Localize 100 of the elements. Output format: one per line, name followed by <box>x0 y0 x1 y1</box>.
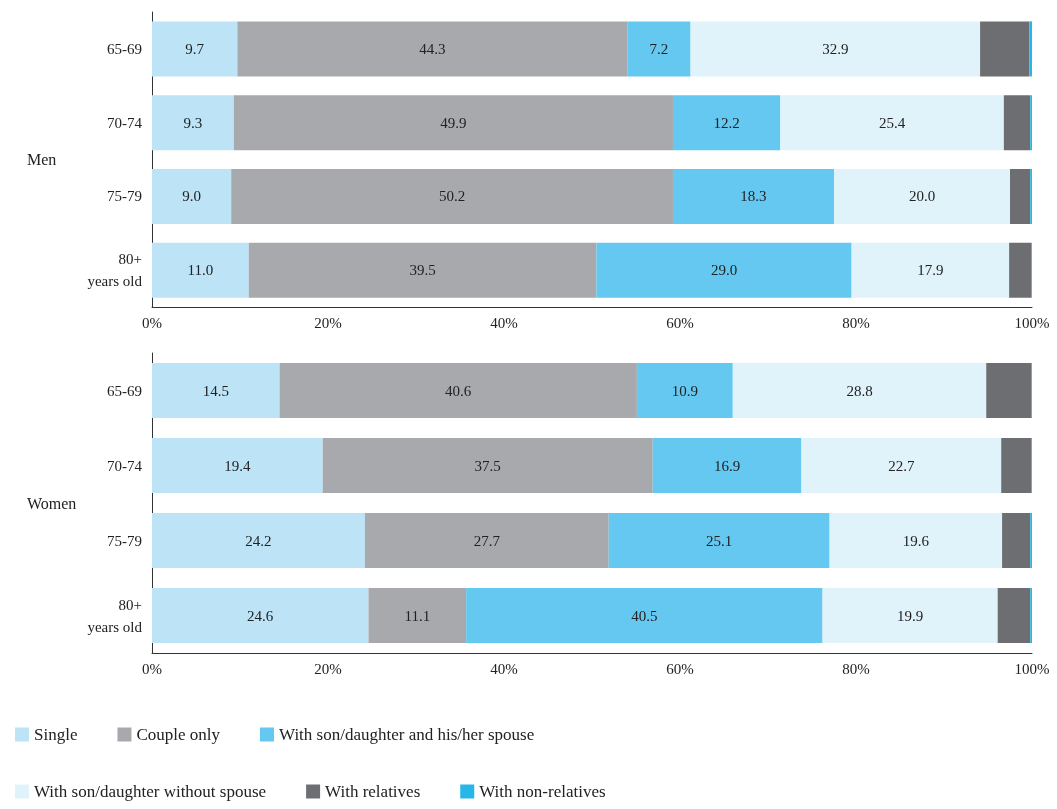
bar <box>829 513 1003 568</box>
bar <box>1009 242 1032 298</box>
bar <box>608 513 830 568</box>
bar <box>1001 438 1032 493</box>
bar <box>652 438 802 493</box>
bar <box>1010 168 1031 224</box>
bar <box>152 513 365 568</box>
data-label: 20.0 <box>908 188 936 205</box>
data-label: 25.1 <box>706 532 733 549</box>
y-tick-label: 70-74 <box>107 114 143 131</box>
x-tick-label: 40% <box>490 314 518 331</box>
bar <box>596 242 852 298</box>
x-tick-label: 0% <box>142 660 162 677</box>
x-tick-label: 20% <box>314 660 342 677</box>
bar <box>732 363 987 418</box>
data-label: 50.2 <box>438 188 466 205</box>
data-label: 9.3 <box>183 114 203 131</box>
bar <box>986 363 1032 418</box>
x-tick-label: 80% <box>842 314 870 331</box>
x-tick-label: 20% <box>314 314 342 331</box>
bar <box>152 21 238 77</box>
data-label: 9.0 <box>182 188 201 205</box>
x-tick-label: 60% <box>666 660 694 677</box>
data-label: 16.9 <box>713 457 741 474</box>
legend-label: Single <box>34 725 78 744</box>
data-label: 24.6 <box>247 607 274 624</box>
bar <box>237 21 628 77</box>
legend-label: With non-relatives <box>479 782 606 801</box>
bar <box>364 513 609 568</box>
bar <box>997 588 1031 643</box>
data-label: 25.4 <box>878 114 906 131</box>
bar <box>231 168 673 224</box>
data-label: 29.0 <box>710 262 738 279</box>
bar <box>801 438 1002 493</box>
data-label: 11.1 <box>404 607 431 624</box>
bar <box>152 363 280 418</box>
bar <box>279 363 637 418</box>
data-label: 19.6 <box>902 532 930 549</box>
data-label: 14.5 <box>202 382 229 399</box>
bar <box>672 95 781 151</box>
bar <box>152 438 323 493</box>
data-label: 44.3 <box>419 40 446 57</box>
legend-label: With son/daughter and his/her spouse <box>279 725 535 744</box>
data-label: 39.5 <box>409 262 436 279</box>
bar <box>822 588 998 643</box>
bar <box>152 168 232 224</box>
bar <box>233 95 673 151</box>
data-label: 32.9 <box>822 40 849 57</box>
x-tick-label: 0% <box>142 314 162 331</box>
data-label: 18.3 <box>740 188 767 205</box>
bar <box>1003 95 1031 151</box>
data-label: 49.9 <box>440 114 467 131</box>
x-tick-label: 40% <box>490 660 518 677</box>
y-tick-label: 75-79 <box>107 188 142 205</box>
legend-label: With son/daughter without spouse <box>34 782 267 801</box>
bar <box>368 588 467 643</box>
bar <box>152 95 234 151</box>
data-label: 40.6 <box>445 382 472 399</box>
bar <box>322 438 653 493</box>
data-label: 19.4 <box>224 457 251 474</box>
bar <box>152 242 249 298</box>
bar <box>636 363 733 418</box>
data-label: 12.2 <box>713 114 740 131</box>
bar <box>672 168 834 224</box>
x-tick-label: 100% <box>1014 660 1050 677</box>
y-tick-label: 70-74 <box>107 457 143 474</box>
y-tick-label: 75-79 <box>107 532 142 549</box>
bar <box>780 95 1004 151</box>
data-label: 10.9 <box>671 382 698 399</box>
bar <box>834 168 1010 224</box>
data-label: 19.9 <box>896 607 924 624</box>
bar <box>851 242 1010 298</box>
legend-label: With relatives <box>325 782 421 801</box>
x-tick-label: 60% <box>666 314 694 331</box>
data-label: 7.2 <box>649 40 669 57</box>
data-label: 24.2 <box>245 532 272 549</box>
data-label: 40.5 <box>631 607 658 624</box>
y-tick-label: 65-69 <box>107 382 142 399</box>
y-axis-title: Men <box>27 151 57 168</box>
bar <box>627 21 691 77</box>
bar <box>980 21 1030 77</box>
data-label: 27.7 <box>473 532 501 549</box>
bar <box>1002 513 1031 568</box>
bar <box>152 588 369 643</box>
y-tick-label: 65-69 <box>107 40 142 57</box>
x-tick-label: 100% <box>1014 314 1050 331</box>
y-axis-title: Women <box>27 494 77 512</box>
bar <box>466 588 823 643</box>
data-label: 11.0 <box>187 262 214 279</box>
bar <box>248 242 597 298</box>
data-label: 9.7 <box>185 40 205 57</box>
legend-label: Couple only <box>136 725 221 744</box>
bar <box>690 21 981 77</box>
y-tick-label: 80+ years old <box>87 251 143 290</box>
data-label: 37.5 <box>474 457 501 474</box>
bar <box>1029 21 1032 77</box>
x-tick-label: 80% <box>842 660 870 677</box>
data-label: 17.9 <box>917 262 944 279</box>
data-label: 22.7 <box>888 457 915 474</box>
y-tick-label: 80+ years old <box>87 596 143 635</box>
